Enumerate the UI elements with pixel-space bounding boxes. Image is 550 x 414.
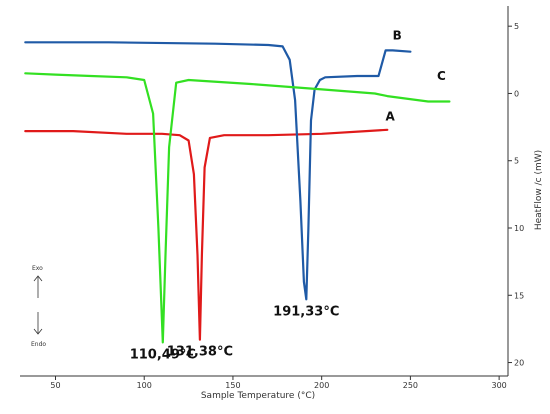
y-axis-title: HeatFlow /c (mW)	[534, 150, 544, 230]
y-tick-label: 10	[514, 224, 524, 233]
series-line-c	[24, 72, 451, 344]
x-tick-label: 100	[137, 381, 152, 390]
x-tick-label: 250	[403, 381, 418, 390]
up-arrow-icon	[33, 275, 43, 298]
peak-temperature-label: 131,38°C	[167, 345, 233, 360]
peak-temperature-label: 110,49°C	[130, 347, 196, 362]
exo-endo-indicator: Exo Endo	[31, 265, 46, 348]
x-ticks: 50 100 150 200 250 300	[50, 376, 507, 390]
down-arrow-icon	[33, 312, 43, 335]
series-line-b	[24, 41, 412, 301]
peak-temperature-label: 191,33°C	[273, 304, 339, 319]
series-label-a: A	[386, 109, 396, 123]
x-tick-label: 200	[314, 381, 329, 390]
y-tick-label: 15	[514, 291, 524, 300]
x-tick-label: 150	[225, 381, 240, 390]
series-group	[24, 41, 451, 344]
series-label-b: B	[393, 29, 402, 43]
y-tick-label: 5	[514, 157, 519, 166]
series-line-a	[24, 128, 389, 341]
y-tick-label: 0	[514, 89, 519, 98]
x-tick-label: 50	[50, 381, 60, 390]
y-tick-label: 20	[514, 359, 524, 368]
exo-label: Exo	[32, 265, 43, 272]
x-axis-title: Sample Temperature (°C)	[201, 391, 315, 401]
y-ticks: 5 0 5 10 15 20	[508, 22, 524, 368]
y-tick-label: 5	[514, 22, 519, 31]
series-label-c: C	[437, 69, 446, 83]
endo-label: Endo	[31, 341, 46, 348]
x-tick-label: 300	[491, 381, 506, 390]
